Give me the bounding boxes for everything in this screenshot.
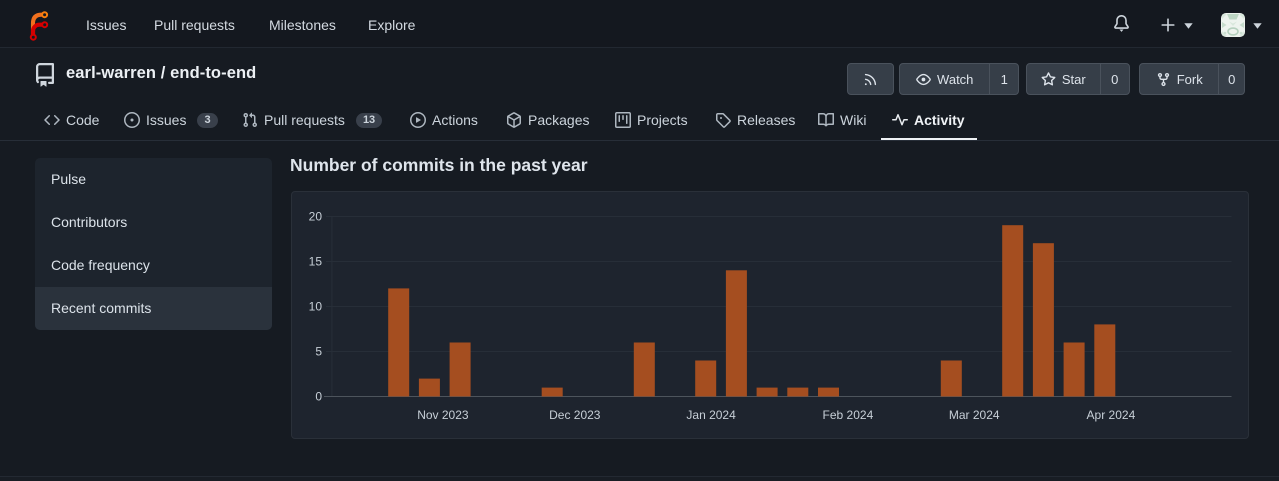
svg-text:0: 0 [315,390,322,404]
svg-text:10: 10 [309,300,323,314]
svg-text:Dec 2023: Dec 2023 [549,408,601,422]
svg-text:5: 5 [315,345,322,359]
svg-text:Jan 2024: Jan 2024 [686,408,736,422]
svg-text:Mar 2024: Mar 2024 [949,408,1000,422]
svg-text:15: 15 [309,255,323,269]
svg-text:20: 20 [309,210,323,224]
svg-text:Feb 2024: Feb 2024 [823,408,874,422]
svg-text:Apr 2024: Apr 2024 [1087,408,1136,422]
svg-text:Nov 2023: Nov 2023 [417,408,469,422]
